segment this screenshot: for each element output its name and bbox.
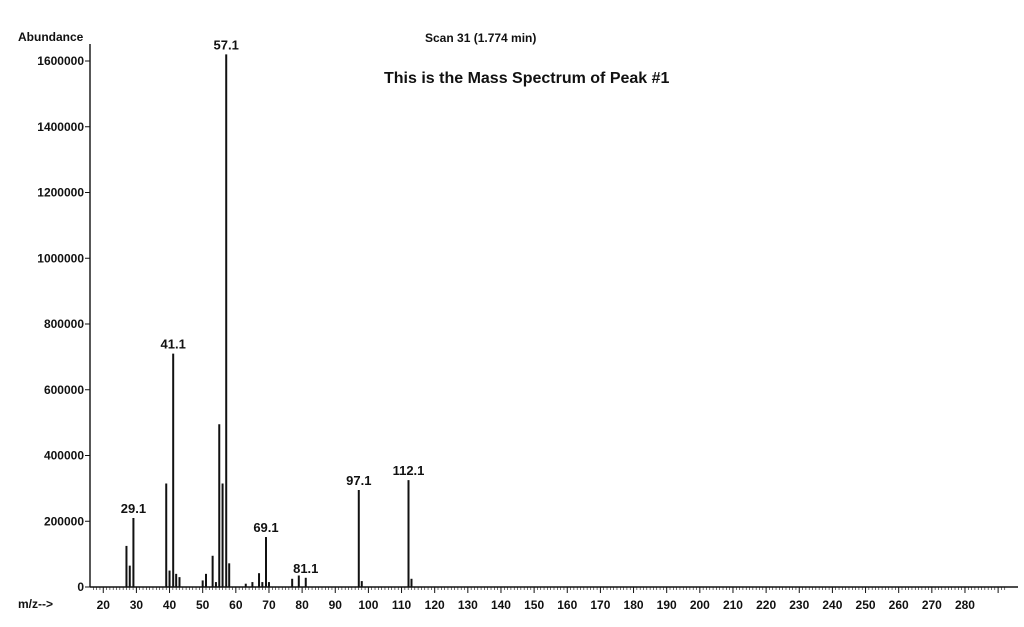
x-tick-label: 130	[458, 598, 478, 612]
peak-label: 41.1	[161, 337, 186, 352]
x-tick-label: 200	[690, 598, 710, 612]
x-tick-label: 140	[491, 598, 511, 612]
x-axis-label: m/z-->	[18, 597, 54, 611]
x-tick-label: 220	[756, 598, 776, 612]
x-tick-label: 60	[229, 598, 243, 612]
y-ticks: 0 200000 400000 600000 800000 1000000 1200000 1…	[37, 54, 90, 594]
y-tick-label: 200000	[44, 514, 84, 528]
y-tick-label: 1600000	[37, 54, 84, 68]
x-tick-label: 100	[358, 598, 378, 612]
x-tick-label: 250	[856, 598, 876, 612]
x-tick-label: 270	[922, 598, 942, 612]
x-tick-label: 160	[557, 598, 577, 612]
y-tick-label: 1200000	[37, 186, 84, 200]
peak-label: 29.1	[121, 501, 146, 516]
x-ticks: 20 30 40 50 60 70 80 90 100 110 120 130 140 150 160 170…	[93, 587, 1006, 612]
x-tick-label: 50	[196, 598, 210, 612]
y-tick-label: 1000000	[37, 251, 84, 265]
peak-label: 69.1	[253, 520, 278, 535]
x-tick-label: 260	[889, 598, 909, 612]
x-tick-label: 280	[955, 598, 975, 612]
x-tick-label: 30	[130, 598, 144, 612]
peak-bars	[125, 54, 413, 587]
y-tick-label: 400000	[44, 449, 84, 463]
x-tick-label: 110	[392, 598, 412, 612]
x-tick-label: 240	[822, 598, 842, 612]
x-tick-label: 70	[262, 598, 276, 612]
peak-label: 57.1	[214, 37, 239, 52]
peak-label: 97.1	[346, 473, 371, 488]
axes	[89, 44, 1018, 588]
chart-annotation: This is the Mass Spectrum of Peak #1	[384, 70, 670, 87]
x-tick-label: 210	[723, 598, 743, 612]
x-tick-label: 40	[163, 598, 177, 612]
x-tick-label: 170	[590, 598, 610, 612]
x-tick-label: 150	[524, 598, 544, 612]
x-tick-label: 180	[624, 598, 644, 612]
x-tick-label: 80	[295, 598, 309, 612]
peak-labels: 29.1 41.1 57.1 69.1 81.1 97.1 112.1	[121, 37, 425, 575]
y-tick-label: 800000	[44, 317, 84, 331]
chart-title: Scan 31 (1.774 min)	[425, 31, 537, 45]
x-tick-label: 20	[97, 598, 111, 612]
x-tick-label: 190	[657, 598, 677, 612]
y-axis-label: Abundance	[18, 30, 84, 44]
y-tick-label: 0	[77, 580, 84, 594]
peak-label: 81.1	[293, 561, 318, 576]
peak-label: 112.1	[393, 463, 425, 478]
x-tick-label: 120	[425, 598, 445, 612]
x-tick-label: 230	[789, 598, 809, 612]
x-tick-label: 90	[329, 598, 343, 612]
y-tick-label: 600000	[44, 383, 84, 397]
y-tick-label: 1400000	[37, 120, 84, 134]
